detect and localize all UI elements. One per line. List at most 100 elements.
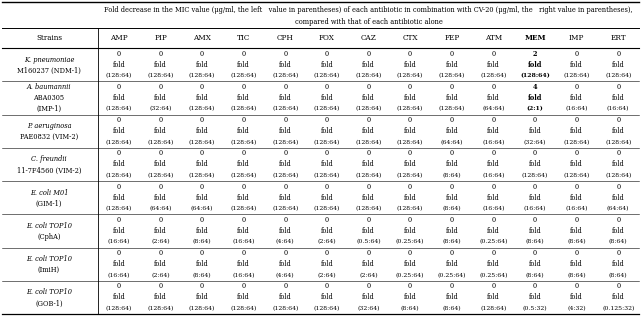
Text: CTX: CTX <box>403 34 418 42</box>
Text: (128:64): (128:64) <box>189 73 215 78</box>
Text: fold: fold <box>529 293 542 301</box>
Text: (128:64): (128:64) <box>563 173 590 178</box>
Text: (8:64): (8:64) <box>442 206 461 211</box>
Text: (128:64): (128:64) <box>189 173 215 178</box>
Text: (128:64): (128:64) <box>313 306 340 311</box>
Text: (128:64): (128:64) <box>106 173 132 178</box>
Text: CPH: CPH <box>277 34 294 42</box>
Text: fold: fold <box>487 161 500 168</box>
Text: 0: 0 <box>283 83 287 91</box>
Text: (128:64): (128:64) <box>438 73 465 78</box>
Text: (128:64): (128:64) <box>189 106 215 112</box>
Text: 0: 0 <box>242 282 246 290</box>
Text: (16:64): (16:64) <box>482 140 504 145</box>
Text: (128:64): (128:64) <box>397 106 423 112</box>
Text: AMP: AMP <box>110 34 128 42</box>
Text: 0: 0 <box>616 216 620 224</box>
Text: fold: fold <box>112 260 125 268</box>
Text: (4:64): (4:64) <box>276 273 295 278</box>
Text: 0: 0 <box>367 216 370 224</box>
Text: (128:64): (128:64) <box>313 140 340 145</box>
Text: (128:64): (128:64) <box>563 140 590 145</box>
Text: (128:64): (128:64) <box>313 173 340 178</box>
Text: fold: fold <box>487 293 500 301</box>
Text: 0: 0 <box>117 149 121 157</box>
Text: fold: fold <box>320 127 333 135</box>
Text: fold: fold <box>154 194 167 202</box>
Text: 11-7F4560 (VIM-2): 11-7F4560 (VIM-2) <box>17 167 81 174</box>
Text: (2:64): (2:64) <box>151 240 170 245</box>
Text: (128:64): (128:64) <box>231 206 257 211</box>
Text: (128:64): (128:64) <box>272 206 299 211</box>
Text: 0: 0 <box>325 282 329 290</box>
Text: 0: 0 <box>117 50 121 58</box>
Text: FOX: FOX <box>319 34 335 42</box>
Text: 0: 0 <box>408 282 412 290</box>
Text: fold: fold <box>362 227 375 235</box>
Text: (128:64): (128:64) <box>605 73 631 78</box>
Text: fold: fold <box>612 227 624 235</box>
Text: fold: fold <box>528 61 542 69</box>
Text: (128:64): (128:64) <box>147 140 174 145</box>
Text: 0: 0 <box>200 149 204 157</box>
Text: 0: 0 <box>242 183 246 191</box>
Text: 0: 0 <box>408 50 412 58</box>
Text: fold: fold <box>612 260 624 268</box>
Text: fold: fold <box>612 94 624 102</box>
Text: P. aeruginosa: P. aeruginosa <box>27 122 71 130</box>
Text: (128:64): (128:64) <box>355 106 381 112</box>
Text: (8:64): (8:64) <box>442 173 461 178</box>
Text: fold: fold <box>487 61 500 69</box>
Text: (2:64): (2:64) <box>317 273 336 278</box>
Text: (128:64): (128:64) <box>231 173 257 178</box>
Text: fold: fold <box>570 127 583 135</box>
Text: fold: fold <box>154 61 167 69</box>
Text: (16:64): (16:64) <box>565 206 588 211</box>
Text: 0: 0 <box>574 149 579 157</box>
Text: 0: 0 <box>533 183 537 191</box>
Text: (128:64): (128:64) <box>147 173 174 178</box>
Text: fold: fold <box>237 161 250 168</box>
Text: fold: fold <box>570 227 583 235</box>
Text: (64:64): (64:64) <box>440 140 463 145</box>
Text: fold: fold <box>279 61 292 69</box>
Text: fold: fold <box>237 194 250 202</box>
Text: (16:64): (16:64) <box>482 206 504 211</box>
Text: 0: 0 <box>158 183 162 191</box>
Text: fold: fold <box>112 94 125 102</box>
Text: 0: 0 <box>283 282 287 290</box>
Text: fold: fold <box>570 161 583 168</box>
Text: fold: fold <box>154 94 167 102</box>
Text: 0: 0 <box>616 50 620 58</box>
Text: Fold decrease in the MIC value (μg/ml, the left   value in parentheses) of each : Fold decrease in the MIC value (μg/ml, t… <box>104 5 633 14</box>
Text: 0: 0 <box>491 282 495 290</box>
Text: (128:64): (128:64) <box>106 106 132 112</box>
Text: fold: fold <box>154 227 167 235</box>
Text: (16:64): (16:64) <box>607 106 629 112</box>
Text: fold: fold <box>487 94 500 102</box>
Text: fold: fold <box>320 194 333 202</box>
Text: fold: fold <box>154 293 167 301</box>
Text: 0: 0 <box>283 149 287 157</box>
Text: PAE0832 (VIM-2): PAE0832 (VIM-2) <box>20 133 78 141</box>
Text: 0: 0 <box>158 50 162 58</box>
Text: fold: fold <box>320 61 333 69</box>
Text: 0: 0 <box>158 83 162 91</box>
Text: fold: fold <box>154 260 167 268</box>
Text: 0: 0 <box>408 149 412 157</box>
Text: 0: 0 <box>450 50 454 58</box>
Text: (0.25:64): (0.25:64) <box>396 273 424 278</box>
Text: 0: 0 <box>117 216 121 224</box>
Text: fold: fold <box>570 260 583 268</box>
Text: fold: fold <box>279 260 292 268</box>
Text: 0: 0 <box>491 50 495 58</box>
Text: fold: fold <box>445 61 458 69</box>
Text: (128:64): (128:64) <box>231 73 257 78</box>
Text: (128:64): (128:64) <box>106 306 132 311</box>
Text: (128:64): (128:64) <box>189 306 215 311</box>
Text: 0: 0 <box>616 149 620 157</box>
Text: FEP: FEP <box>444 34 460 42</box>
Text: (128:64): (128:64) <box>313 206 340 211</box>
Text: 0: 0 <box>616 282 620 290</box>
Text: 0: 0 <box>533 249 537 257</box>
